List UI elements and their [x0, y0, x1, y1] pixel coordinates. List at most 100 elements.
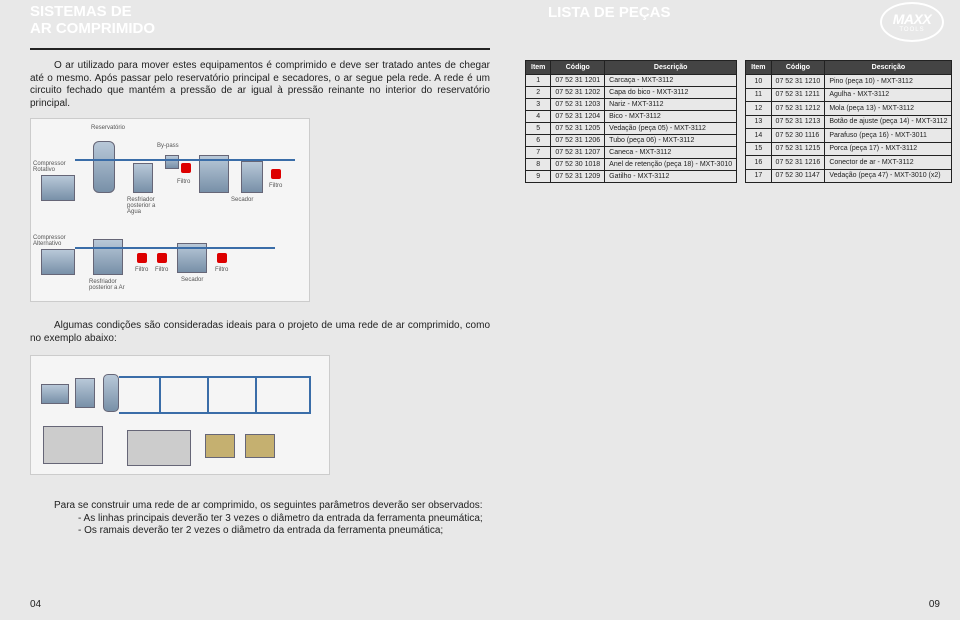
table-row: 1707 52 30 1147Vedação (peça 47) - MXT-3…: [746, 169, 952, 183]
d1-comp-alt: Compressor Alternativo: [33, 235, 73, 247]
p3-b2: - Os ramais deverão ter 2 vezes o diâmet…: [78, 525, 443, 536]
parts-table-right: Item Código Descrição 1007 52 31 1210Pin…: [745, 60, 952, 183]
cell-item: 8: [526, 159, 551, 171]
cell-desc: Agulha - MXT-3112: [825, 88, 952, 102]
cell-item: 11: [746, 88, 771, 102]
table-row: 807 52 30 1018Anel de retenção (peça 18)…: [526, 159, 737, 171]
page-number-right: 09: [929, 599, 940, 610]
cell-desc: Porca (peça 17) - MXT-3112: [825, 142, 952, 156]
cell-item: 4: [526, 111, 551, 123]
table-row: 507 52 31 1205Vedação (peça 05) - MXT-31…: [526, 123, 737, 135]
cell-item: 1: [526, 75, 551, 87]
table-row: 607 52 31 1206Tubo (peça 06) - MXT-3112: [526, 135, 737, 147]
section-3: Para se construir uma rede de ar comprim…: [30, 500, 490, 538]
table-row: 407 52 31 1204Bico - MXT-3112: [526, 111, 737, 123]
th-desc-r: Descrição: [825, 61, 952, 75]
cell-desc: Capa do bico - MXT-3112: [605, 87, 737, 99]
th-item-r: Item: [746, 61, 771, 75]
d1-filtro-5: Filtro: [215, 267, 228, 273]
cell-item: 13: [746, 115, 771, 129]
cell-code: 07 52 31 1206: [551, 135, 605, 147]
diagram-1: Reservatório Compressor Rotativo Resfria…: [30, 118, 310, 302]
cell-code: 07 52 31 1205: [551, 123, 605, 135]
parts-tables: Item Código Descrição 107 52 31 1201Carc…: [525, 60, 952, 183]
cell-desc: Vedação (peça 47) - MXT-3010 (x2): [825, 169, 952, 183]
table-row: 707 52 31 1207Caneca - MXT-3112: [526, 147, 737, 159]
cell-item: 14: [746, 129, 771, 143]
cell-item: 5: [526, 123, 551, 135]
cell-code: 07 52 31 1204: [551, 111, 605, 123]
d1-comp-rot: Compressor Rotativo: [33, 161, 73, 173]
paragraph-3: Para se construir uma rede de ar comprim…: [30, 500, 490, 538]
section-2: Algumas condições são consideradas ideai…: [30, 320, 490, 475]
logo: MAXX TOOLS: [880, 2, 944, 42]
cell-code: 07 52 30 1116: [771, 129, 825, 143]
cell-item: 7: [526, 147, 551, 159]
table-row: 1507 52 31 1215Porca (peça 17) - MXT-311…: [746, 142, 952, 156]
cell-desc: Conector de ar - MXT-3112: [825, 156, 952, 170]
d1-filtro-2: Filtro: [269, 183, 282, 189]
table-row: 307 52 31 1203Nariz - MXT-3112: [526, 99, 737, 111]
paragraph-1: O ar utilizado para mover estes equipame…: [30, 60, 490, 110]
cell-desc: Tubo (peça 06) - MXT-3112: [605, 135, 737, 147]
th-codigo: Código: [551, 61, 605, 75]
cell-code: 07 52 31 1216: [771, 156, 825, 170]
title-left-l1: SISTEMAS DE: [30, 3, 132, 20]
cell-item: 6: [526, 135, 551, 147]
cell-desc: Bico - MXT-3112: [605, 111, 737, 123]
th-codigo-r: Código: [771, 61, 825, 75]
table-row: 1607 52 31 1216Conector de ar - MXT-3112: [746, 156, 952, 170]
cell-desc: Botão de ajuste (peça 14) - MXT-3112: [825, 115, 952, 129]
cell-desc: Anel de retenção (peça 18) - MXT-3010: [605, 159, 737, 171]
logo-text: MAXX: [893, 12, 931, 26]
p3-intro: Para se construir uma rede de ar comprim…: [54, 500, 483, 511]
paragraph-2: Algumas condições são consideradas ideai…: [30, 320, 490, 345]
table-row: 907 52 31 1209Gatilho - MXT-3112: [526, 171, 737, 183]
d1-filtro-1: Filtro: [177, 179, 190, 185]
header: SISTEMAS DE AR COMPRIMIDO LISTA DE PEÇAS…: [0, 0, 960, 52]
page-number-left: 04: [30, 599, 41, 610]
d1-resfriador: Resfriador posterior a Água: [127, 197, 167, 215]
divider: [30, 48, 490, 50]
title-right: LISTA DE PEÇAS: [548, 4, 671, 21]
d1-reservatorio: Reservatório: [91, 125, 125, 131]
table-row: 207 52 31 1202Capa do bico - MXT-3112: [526, 87, 737, 99]
table-row: 1107 52 31 1211Agulha - MXT-3112: [746, 88, 952, 102]
p3-b1: - As linhas principais deverão ter 3 vez…: [78, 513, 483, 524]
cell-item: 16: [746, 156, 771, 170]
table-row: 107 52 31 1201Carcaça - MXT-3112: [526, 75, 737, 87]
cell-item: 3: [526, 99, 551, 111]
cell-code: 07 52 31 1202: [551, 87, 605, 99]
cell-code: 07 52 30 1147: [771, 169, 825, 183]
cell-desc: Vedação (peça 05) - MXT-3112: [605, 123, 737, 135]
d1-filtro-4: Filtro: [155, 267, 168, 273]
table-row: 1007 52 31 1210Pino (peça 10) - MXT-3112: [746, 75, 952, 89]
cell-item: 15: [746, 142, 771, 156]
th-desc: Descrição: [605, 61, 737, 75]
cell-desc: Nariz - MXT-3112: [605, 99, 737, 111]
title-left-l2: AR COMPRIMIDO: [30, 20, 155, 37]
title-left: SISTEMAS DE AR COMPRIMIDO: [30, 4, 155, 37]
paragraph-1-text: O ar utilizado para mover estes equipame…: [30, 60, 490, 109]
d1-filtro-3: Filtro: [135, 267, 148, 273]
cell-code: 07 52 31 1207: [551, 147, 605, 159]
cell-code: 07 52 31 1203: [551, 99, 605, 111]
diagram-2: [30, 355, 330, 475]
cell-item: 12: [746, 102, 771, 116]
cell-code: 07 52 30 1018: [551, 159, 605, 171]
table-row: 1407 52 30 1116Parafuso (peça 16) - MXT-…: [746, 129, 952, 143]
cell-desc: Mola (peça 13) - MXT-3112: [825, 102, 952, 116]
cell-code: 07 52 31 1210: [771, 75, 825, 89]
th-item: Item: [526, 61, 551, 75]
cell-item: 9: [526, 171, 551, 183]
cell-desc: Carcaça - MXT-3112: [605, 75, 737, 87]
cell-code: 07 52 31 1213: [771, 115, 825, 129]
d1-bypass: By-pass: [157, 143, 179, 149]
cell-code: 07 52 31 1215: [771, 142, 825, 156]
cell-item: 2: [526, 87, 551, 99]
cell-item: 17: [746, 169, 771, 183]
logo-sub: TOOLS: [899, 27, 924, 33]
d1-secador-2: Secador: [181, 277, 203, 283]
table-row: 1307 52 31 1213Botão de ajuste (peça 14)…: [746, 115, 952, 129]
cell-desc: Pino (peça 10) - MXT-3112: [825, 75, 952, 89]
